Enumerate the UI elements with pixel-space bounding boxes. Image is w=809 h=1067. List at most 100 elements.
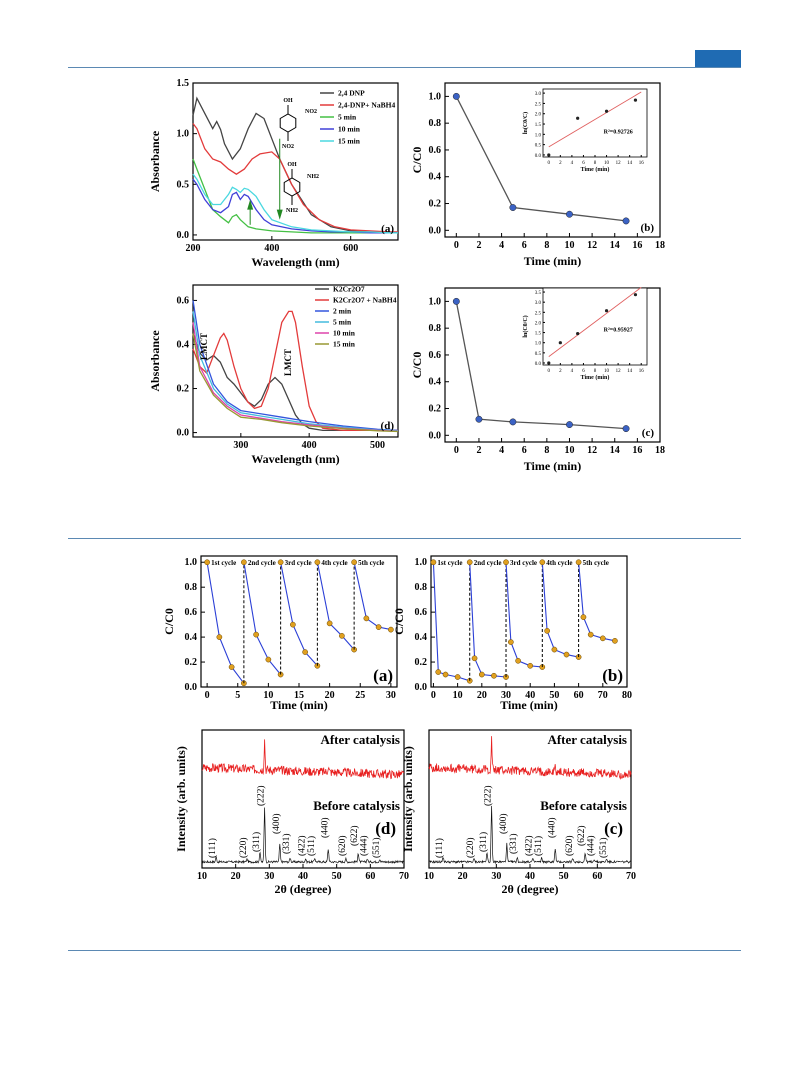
x-tick-label: 2 <box>476 445 481 456</box>
peak-label: (222) <box>256 785 267 806</box>
panel-label: (d) <box>381 420 395 432</box>
cycle-point <box>430 559 437 566</box>
kinetics-line <box>455 96 627 222</box>
inset-y-tick-label: 1.5 <box>535 123 542 128</box>
peak-label: (220) <box>465 837 476 858</box>
inset-y-tick-label: 3.0 <box>535 92 542 97</box>
molecule-label: OH <box>283 98 293 104</box>
inset-y-tick-label: 2.0 <box>535 113 542 118</box>
x-tick-label: 10 <box>564 445 574 456</box>
inset-x-tick-label: 6 <box>582 369 585 374</box>
peak-label: (622) <box>349 825 360 846</box>
cycle-point <box>228 664 235 670</box>
after-catalysis-label: After catalysis <box>547 732 627 747</box>
x-tick-label: 70 <box>626 871 636 882</box>
x-tick-label: 20 <box>477 690 487 701</box>
cycle-line <box>505 562 543 668</box>
inset-y-label: ln(C0/C) <box>522 112 529 134</box>
plot-frame <box>444 82 661 238</box>
legend-label: 5 min <box>338 113 357 122</box>
x-tick-label: 0 <box>454 445 459 456</box>
y-tick-label: 0.0 <box>177 230 190 241</box>
inset-x-tick-label: 16 <box>639 161 645 166</box>
x-tick-label: 60 <box>365 871 375 882</box>
benzene-ring-icon <box>279 113 297 133</box>
spectrum-line <box>192 96 398 234</box>
x-tick-label: 80 <box>622 690 632 701</box>
peak-label: (400) <box>498 813 509 834</box>
y-tick-label: 0.2 <box>185 657 198 668</box>
x-axis-label: Time (min) <box>270 698 327 712</box>
inset-data-point <box>576 331 580 336</box>
cycle-point <box>551 646 558 653</box>
y-tick-label: 0.2 <box>429 404 442 415</box>
y-axis-label: Intensity (arb. units) <box>401 746 415 852</box>
cycle-point <box>563 651 570 658</box>
header-rule <box>68 67 741 68</box>
y-tick-label: 0.8 <box>415 582 428 593</box>
inset-x-tick-label: 0 <box>548 369 551 374</box>
y-tick-label: 0.6 <box>429 350 442 361</box>
inset-y-tick-label: 3.0 <box>535 301 542 306</box>
inset-x-tick-label: 2 <box>559 161 562 166</box>
x-tick-label: 8 <box>544 240 549 251</box>
x-tick-label: 16 <box>632 240 642 251</box>
x-axis-label: Time (min) <box>524 254 581 268</box>
data-point <box>452 297 460 305</box>
panel-label: (d) <box>375 819 396 838</box>
inset-data-point <box>604 109 609 113</box>
peak-label: (400) <box>271 813 282 834</box>
inset-y-tick-label: 0.5 <box>535 352 542 357</box>
inset-x-tick-label: 4 <box>571 161 574 166</box>
spectrum-line <box>192 333 398 432</box>
x-tick-label: 20 <box>325 690 335 701</box>
cycle-line <box>353 562 392 631</box>
cycle-line <box>541 562 579 658</box>
plot-frame <box>192 82 399 241</box>
x-tick-label: 6 <box>522 445 527 456</box>
x-tick-label: 4 <box>499 240 504 251</box>
cycle-point <box>544 628 550 634</box>
x-tick-label: 40 <box>525 690 535 701</box>
inset-data-point <box>633 293 638 297</box>
y-tick-label: 0.4 <box>415 632 428 643</box>
cycle-point <box>314 559 321 566</box>
data-point <box>475 415 483 423</box>
peak-label: (311) <box>478 832 489 852</box>
molecule-label: NO2 <box>305 109 317 115</box>
x-tick-label: 60 <box>574 690 584 701</box>
y-tick-label: 0.0 <box>429 430 442 441</box>
inset-fit-line <box>548 91 642 148</box>
x-tick-label: 10 <box>424 871 434 882</box>
x-tick-label: 70 <box>598 690 608 701</box>
cycle-point <box>375 624 382 630</box>
spectrum-line <box>192 173 398 234</box>
x-tick-label: 200 <box>186 243 201 254</box>
peak-label: (422) <box>524 835 535 856</box>
kinetics-dnp-chart: 0 2 4 6 8 10 12 14 16 18 0.0 0.2 0.4 0.6 0.8 1.0 Time (m… <box>410 82 665 268</box>
cycle-point <box>580 614 587 620</box>
x-tick-label: 18 <box>655 445 665 456</box>
y-tick-label: 0.6 <box>415 607 428 618</box>
inset-r2-label: R²=0.95927 <box>604 328 633 334</box>
x-tick-label: 14 <box>610 445 620 456</box>
y-tick-label: 0.0 <box>177 428 190 439</box>
inset-y-tick-label: 1.5 <box>535 332 542 337</box>
cycle-point <box>612 637 618 644</box>
inset-x-tick-label: 8 <box>594 161 597 166</box>
y-tick-label: 1.0 <box>185 557 198 568</box>
recycle-dichromate-chart: 0 10 20 30 40 50 60 70 80 0.0 0.2 0.4 0.6 0.8 1.0 Time … <box>392 555 632 712</box>
after-catalysis-label: After catalysis <box>320 732 400 747</box>
cycle-line <box>578 562 616 642</box>
x-tick-label: 20 <box>458 871 468 882</box>
molecule-label: NO2 <box>282 144 294 150</box>
inset-y-tick-label: 0.0 <box>535 362 542 367</box>
legend-label: 15 min <box>333 340 356 349</box>
cycle-line <box>432 562 470 682</box>
x-axis-label: Time (min) <box>524 459 581 473</box>
spectrum-line <box>192 300 399 432</box>
cycle-label: 3rd cycle <box>285 559 312 567</box>
xrd-chart-d: 10 20 30 40 50 60 70 2θ (degree) Intensity (arb.… <box>174 729 409 896</box>
peak-label: (620) <box>337 835 348 856</box>
data-point <box>622 217 630 225</box>
